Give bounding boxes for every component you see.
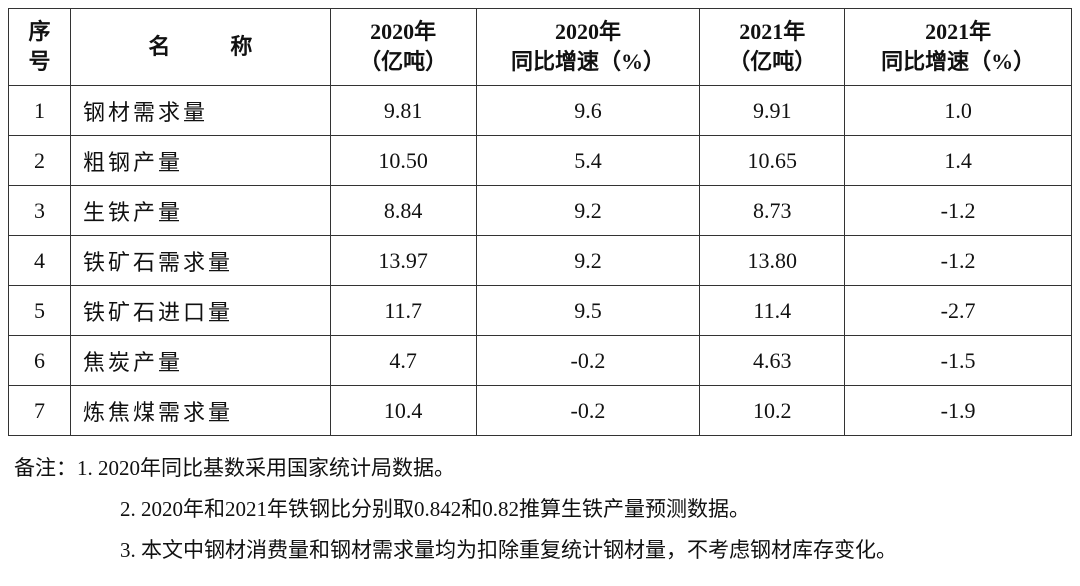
header-line: 2020年 xyxy=(370,19,437,44)
header-line: （亿吨） xyxy=(359,49,448,74)
table-cell: 10.50 xyxy=(329,135,477,186)
table-row: 7 炼焦煤需求量 10.4 -0.2 10.2 -1.9 xyxy=(8,385,1072,436)
header-line: 号 xyxy=(28,49,51,74)
column-header: 2021年 （亿吨） xyxy=(699,8,846,86)
item-name-cell: 粗钢产量 xyxy=(69,135,331,186)
table-cell: 5.4 xyxy=(475,135,701,186)
table-cell: 9.81 xyxy=(329,85,477,136)
table-cell: 9.6 xyxy=(475,85,701,136)
table-cell: 4.7 xyxy=(329,335,477,386)
table-cell: -0.2 xyxy=(475,335,701,386)
item-name-cell: 炼焦煤需求量 xyxy=(69,385,331,436)
table-row: 6 焦炭产量 4.7 -0.2 4.63 -1.5 xyxy=(8,335,1072,386)
data-table: 序号 名称 2020年 （亿吨） 2020年同比增速（%） 2021年 （亿吨） 2021年同… xyxy=(8,8,1072,436)
column-header: 2020年 （亿吨） xyxy=(329,8,477,86)
header-line: 同比增速（%） xyxy=(510,49,665,74)
header-line: 2021年 xyxy=(925,19,992,44)
table-cell: 13.97 xyxy=(329,235,477,286)
note-3: 3. 本文中钢材消费量和钢材需求量均为扣除重复统计钢材量，不考虑钢材库存变化。 xyxy=(120,538,897,562)
table-cell: -1.2 xyxy=(844,185,1072,236)
item-name-cell: 铁矿石进口量 xyxy=(69,285,331,336)
table-cell: 9.5 xyxy=(475,285,701,336)
table-cell: 1.4 xyxy=(844,135,1072,186)
table-cell: 2 xyxy=(8,135,71,186)
table-cell: 8.73 xyxy=(699,185,846,236)
table-cell: 6 xyxy=(8,335,71,386)
table-row: 1 钢材需求量 9.81 9.6 9.91 1.0 xyxy=(8,85,1072,136)
table-cell: -1.2 xyxy=(844,235,1072,286)
table-cell: 5 xyxy=(8,285,71,336)
table-cell: 13.80 xyxy=(699,235,846,286)
table-row: 4 铁矿石需求量 13.97 9.2 13.80 -1.2 xyxy=(8,235,1072,286)
header-line: 名称 xyxy=(148,34,313,59)
table-cell: 9.2 xyxy=(475,185,701,236)
table-cell: 9.2 xyxy=(475,235,701,286)
header-row: 序号 名称 2020年 （亿吨） 2020年同比增速（%） 2021年 （亿吨） 2021年同… xyxy=(8,8,1072,86)
column-header: 2020年同比增速（%） xyxy=(475,8,701,86)
table-cell: -1.5 xyxy=(844,335,1072,386)
table-cell: 1 xyxy=(8,85,71,136)
table-cell: 9.91 xyxy=(699,85,846,136)
table-cell: -2.7 xyxy=(844,285,1072,336)
column-header: 2021年同比增速（%） xyxy=(844,8,1072,86)
table-cell: 7 xyxy=(8,385,71,436)
table-cell: 10.2 xyxy=(699,385,846,436)
column-header: 序号 xyxy=(8,8,71,86)
table-cell: 4.63 xyxy=(699,335,846,386)
header-line: 2021年 xyxy=(739,19,806,44)
item-name-cell: 焦炭产量 xyxy=(69,335,331,386)
table-cell: 11.7 xyxy=(329,285,477,336)
table-row: 2 粗钢产量 10.50 5.4 10.65 1.4 xyxy=(8,135,1072,186)
item-name-cell: 钢材需求量 xyxy=(69,85,331,136)
table-cell: 8.84 xyxy=(329,185,477,236)
table-cell: -1.9 xyxy=(844,385,1072,436)
table-row: 5 铁矿石进口量 11.7 9.5 11.4 -2.7 xyxy=(8,285,1072,336)
table-cell: 3 xyxy=(8,185,71,236)
item-name-cell: 铁矿石需求量 xyxy=(69,235,331,286)
table-cell: 4 xyxy=(8,235,71,286)
table-cell: -0.2 xyxy=(475,385,701,436)
table-cell: 11.4 xyxy=(699,285,846,336)
table-row: 3 生铁产量 8.84 9.2 8.73 -1.2 xyxy=(8,185,1072,236)
note-1: 备注：1. 2020年同比基数采用国家统计局数据。 xyxy=(14,456,455,480)
header-line: （亿吨） xyxy=(728,49,817,74)
header-line: 序 xyxy=(28,19,51,44)
table-body: 1 钢材需求量 9.81 9.6 9.91 1.0 2 粗钢产量 10.50 5.4 10.65 1.… xyxy=(8,85,1072,436)
header-line: 2020年 xyxy=(554,19,621,44)
header-line: 同比增速（%） xyxy=(881,49,1036,74)
table-cell: 1.0 xyxy=(844,85,1072,136)
table-cell: 10.65 xyxy=(699,135,846,186)
column-header: 名称 xyxy=(69,8,331,86)
table-cell: 10.4 xyxy=(329,385,477,436)
note-2: 2. 2020年和2021年铁钢比分别取0.842和0.82推算生铁产量预测数据… xyxy=(120,497,750,521)
item-name-cell: 生铁产量 xyxy=(69,185,331,236)
notes: 备注：1. 2020年同比基数采用国家统计局数据。 2. 2020年和2021年… xyxy=(14,448,897,571)
